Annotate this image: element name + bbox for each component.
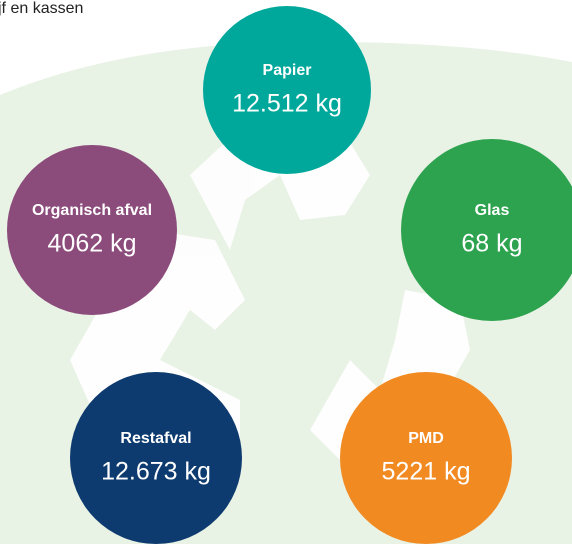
node-value: 5221 kg (382, 458, 471, 486)
node-value: 12.673 kg (101, 458, 211, 486)
node-label: Papier (263, 62, 312, 79)
node-value: 68 kg (461, 230, 522, 258)
node-value: 12.512 kg (232, 90, 342, 118)
node-value: 4062 kg (48, 230, 137, 258)
node-label: Glas (475, 202, 510, 219)
node-label: PMD (408, 430, 444, 447)
node-circle (340, 372, 512, 544)
nodes: Papier 12.512 kg Glas 68 kg Organisch afval 4… (7, 6, 572, 544)
node-circle (7, 145, 177, 315)
node-label: Organisch afval (32, 202, 152, 219)
node-circle (401, 139, 572, 321)
header-text: jf en kassen (0, 0, 83, 17)
node-label: Restafval (120, 430, 191, 447)
node-circle (70, 372, 242, 544)
node-circle (203, 6, 371, 174)
